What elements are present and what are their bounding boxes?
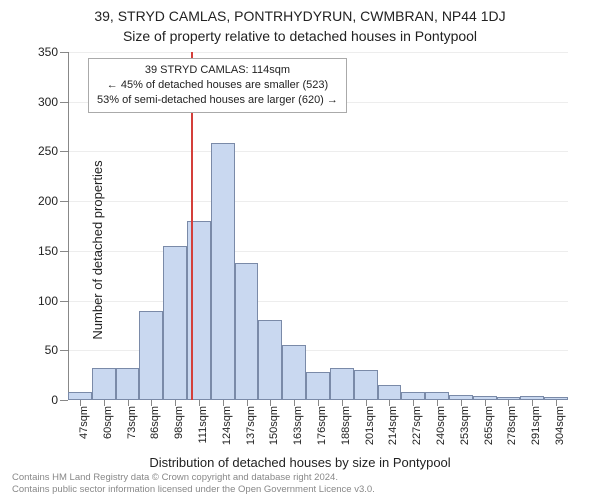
x-tick-label: 265sqm: [483, 406, 495, 445]
x-tick-label: 227sqm: [411, 406, 423, 445]
histogram-bar: [211, 143, 235, 400]
x-tick-label: 73sqm: [126, 406, 138, 439]
histogram-bar: [163, 246, 187, 400]
histogram-bar: [520, 396, 544, 400]
histogram-bar: [401, 392, 425, 400]
plot-area: 39 STRYD CAMLAS: 114sqm ← 45% of detache…: [68, 52, 568, 400]
annotation-line-3: 53% of semi-detached houses are larger (…: [97, 93, 338, 108]
histogram-bar: [473, 396, 497, 400]
y-tick: [60, 102, 68, 103]
annotation-line-1: 39 STRYD CAMLAS: 114sqm: [97, 63, 338, 78]
histogram-bar: [378, 385, 402, 400]
histogram-bar: [497, 397, 521, 400]
x-tick-label: 188sqm: [340, 406, 352, 445]
x-tick-label: 163sqm: [292, 406, 304, 445]
x-axis-label: Distribution of detached houses by size …: [0, 455, 600, 470]
annotation-box: 39 STRYD CAMLAS: 114sqm ← 45% of detache…: [88, 58, 347, 113]
y-tick: [60, 350, 68, 351]
histogram-bar: [258, 320, 282, 400]
y-tick-label: 250: [38, 144, 58, 158]
y-tick-label: 0: [51, 393, 58, 407]
x-tick-label: 214sqm: [387, 406, 399, 445]
x-tick-label: 278sqm: [506, 406, 518, 445]
gridline: [68, 251, 568, 252]
x-tick-label: 137sqm: [245, 406, 257, 445]
histogram-bar: [68, 392, 92, 400]
histogram-bar: [425, 392, 449, 400]
x-tick-label: 124sqm: [221, 406, 233, 445]
histogram-bar: [306, 372, 330, 400]
chart-subtitle: Size of property relative to detached ho…: [0, 28, 600, 44]
y-tick: [60, 400, 68, 401]
y-tick-label: 50: [45, 343, 58, 357]
histogram-bar: [282, 345, 306, 400]
y-tick-label: 200: [38, 194, 58, 208]
y-tick-label: 150: [38, 244, 58, 258]
y-tick: [60, 301, 68, 302]
histogram-bar: [354, 370, 378, 400]
footer-line-1: Contains HM Land Registry data © Crown c…: [12, 472, 375, 484]
histogram-bar: [139, 311, 163, 400]
y-tick-label: 100: [38, 294, 58, 308]
y-tick-label: 350: [38, 45, 58, 59]
x-tick-label: 253sqm: [459, 406, 471, 445]
x-tick-label: 240sqm: [435, 406, 447, 445]
y-tick: [60, 251, 68, 252]
chart-title: 39, STRYD CAMLAS, PONTRHYDYRUN, CWMBRAN,…: [0, 8, 600, 24]
gridline: [68, 52, 568, 53]
property-size-chart: 39, STRYD CAMLAS, PONTRHYDYRUN, CWMBRAN,…: [0, 0, 600, 500]
x-tick-label: 291sqm: [530, 406, 542, 445]
x-tick-label: 60sqm: [102, 406, 114, 439]
footer-line-2: Contains public sector information licen…: [12, 484, 375, 496]
histogram-bar: [544, 397, 568, 400]
y-tick: [60, 52, 68, 53]
histogram-bar: [92, 368, 116, 400]
x-tick-label: 47sqm: [78, 406, 90, 439]
y-tick: [60, 151, 68, 152]
x-tick-label: 86sqm: [149, 406, 161, 439]
attribution-footer: Contains HM Land Registry data © Crown c…: [12, 472, 375, 496]
gridline: [68, 201, 568, 202]
gridline: [68, 151, 568, 152]
annotation-line-2: ← 45% of detached houses are smaller (52…: [97, 78, 338, 93]
x-tick-label: 304sqm: [554, 406, 566, 445]
histogram-bar: [235, 263, 259, 400]
histogram-bar: [116, 368, 140, 400]
x-tick-label: 111sqm: [197, 406, 209, 444]
x-tick-label: 176sqm: [316, 406, 328, 445]
y-tick-label: 300: [38, 95, 58, 109]
x-tick-label: 98sqm: [173, 406, 185, 439]
gridline: [68, 301, 568, 302]
y-tick: [60, 201, 68, 202]
x-tick-label: 201sqm: [364, 406, 376, 445]
histogram-bar: [449, 395, 473, 400]
histogram-bar: [330, 368, 354, 400]
x-tick-label: 150sqm: [268, 406, 280, 445]
